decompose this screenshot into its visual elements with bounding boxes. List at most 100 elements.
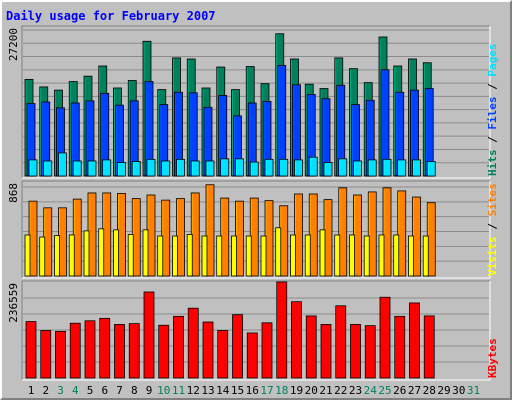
chart-panels: 27200 Hits / Files / Pages 868 Visits / Sit… [7, 25, 499, 381]
bar-pages-day-11 [176, 158, 185, 177]
bar-kbytes-day-10 [158, 324, 170, 379]
panel-border-light [22, 26, 491, 179]
x-tick-label: 18 [275, 384, 288, 397]
bar-visits-day-16 [245, 235, 252, 277]
bar-visits-day-3 [54, 235, 60, 277]
panel-legend: Hits / Files / Pages [486, 44, 499, 177]
legend-entry: Hits [486, 150, 499, 177]
x-tick-label: 10 [157, 384, 170, 397]
panel-max-label: 27200 [7, 28, 20, 61]
bar-visits-day-19 [290, 234, 296, 277]
bar-pages-day-6 [102, 159, 112, 177]
bar-kbytes-day-25 [379, 296, 391, 379]
bar-kbytes-day-17 [261, 322, 273, 379]
bar-pages-day-25 [382, 158, 392, 177]
bar-pages-day-8 [131, 161, 141, 177]
bar-pages-day-12 [190, 160, 200, 177]
bar-pages-day-21 [323, 162, 333, 177]
x-tick-label: 25 [378, 384, 391, 397]
bar-pages-day-28 [426, 161, 436, 177]
bar-visits-day-14 [216, 235, 223, 277]
series-kbytes [25, 281, 435, 379]
bar-visits-day-5 [83, 230, 90, 277]
bar-visits-day-24 [363, 235, 370, 277]
bar-kbytes-day-1 [25, 321, 37, 379]
legend-entry: Pages [486, 44, 499, 77]
bar-visits-day-28 [422, 235, 429, 277]
bar-sites-day-25 [382, 187, 392, 277]
bar-visits-day-22 [334, 234, 341, 277]
x-tick-label: 16 [246, 384, 259, 397]
bar-visits-day-13 [201, 235, 208, 277]
panel-border-light [22, 281, 491, 381]
x-tick-label: 12 [187, 384, 200, 397]
legend-entry: Files [486, 97, 499, 130]
bar-visits-day-9 [142, 229, 149, 277]
bar-pages-day-18 [279, 158, 289, 177]
bar-kbytes-day-3 [55, 330, 66, 379]
panel-border-dark [21, 25, 490, 178]
bar-pages-day-14 [220, 158, 230, 177]
bar-visits-day-1 [24, 234, 31, 277]
bar-kbytes-day-21 [320, 324, 332, 379]
panel-max-label: 868 [7, 183, 20, 203]
bar-kbytes-day-2 [40, 330, 52, 379]
bar-visits-day-7 [113, 229, 119, 277]
x-tick-label: 11 [172, 384, 185, 397]
bar-pages-day-7 [117, 162, 126, 177]
bar-pages-day-17 [264, 158, 274, 177]
legend-entry: / [486, 216, 499, 236]
bar-pages-day-13 [205, 160, 215, 177]
x-tick-label: 4 [72, 384, 79, 397]
x-tick-label: 5 [87, 384, 94, 397]
bar-kbytes-day-28 [423, 315, 435, 379]
panel-kbytes: 236559 KBytes [7, 280, 499, 381]
bar-kbytes-day-9 [143, 291, 155, 379]
bar-kbytes-day-18 [276, 281, 288, 379]
x-tick-label: 8 [131, 384, 138, 397]
bar-kbytes-day-23 [350, 324, 361, 379]
bar-visits-day-26 [393, 234, 400, 277]
bar-kbytes-day-4 [69, 322, 81, 379]
x-tick-label: 29 [437, 384, 450, 397]
bar-kbytes-day-14 [217, 330, 229, 379]
bar-kbytes-day-6 [99, 317, 111, 379]
bar-visits-day-18 [275, 227, 282, 277]
x-tick-label: 2 [42, 384, 49, 397]
x-tick-label: 27 [408, 384, 421, 397]
series-visits [24, 227, 429, 277]
bar-kbytes-day-22 [335, 305, 347, 379]
bar-visits-day-25 [378, 234, 385, 277]
bar-visits-day-11 [172, 235, 178, 277]
bar-visits-day-27 [408, 235, 414, 277]
bar-visits-day-12 [186, 234, 193, 277]
legend-entry: / [486, 77, 499, 97]
x-tick-label: 31 [467, 384, 480, 397]
x-tick-label: 13 [201, 384, 214, 397]
x-tick-label: 19 [290, 384, 303, 397]
legend-entry: / [486, 130, 499, 150]
bar-kbytes-day-8 [128, 323, 140, 379]
bar-kbytes-day-5 [84, 320, 96, 379]
x-tick-label: 9 [146, 384, 153, 397]
bar-kbytes-day-26 [394, 315, 406, 379]
bar-visits-day-2 [39, 236, 46, 277]
x-axis-day-labels: 1 2 3 4 5 6 7 8 9 10 11 12 13 14 15 16 17 18 19 20 21 22 23 24 2… [28, 384, 480, 397]
bar-kbytes-day-19 [291, 301, 302, 379]
panel-hits-files-pages: 27200 Hits / Files / Pages [7, 25, 499, 179]
panel-border-dark [21, 280, 490, 380]
bar-pages-day-24 [367, 159, 377, 177]
x-tick-label: 23 [349, 384, 362, 397]
x-tick-label: 22 [334, 384, 347, 397]
legend-entry: KBytes [486, 338, 499, 378]
bar-pages-day-20 [308, 156, 318, 177]
legend-entry: Visits [486, 236, 499, 276]
bar-pages-day-3 [58, 152, 67, 177]
bar-kbytes-day-16 [246, 332, 258, 379]
bar-pages-day-5 [87, 160, 97, 177]
bar-visits-day-4 [68, 234, 75, 277]
bar-pages-day-10 [161, 160, 171, 177]
x-tick-label: 3 [57, 384, 64, 397]
bar-pages-day-4 [72, 160, 82, 177]
